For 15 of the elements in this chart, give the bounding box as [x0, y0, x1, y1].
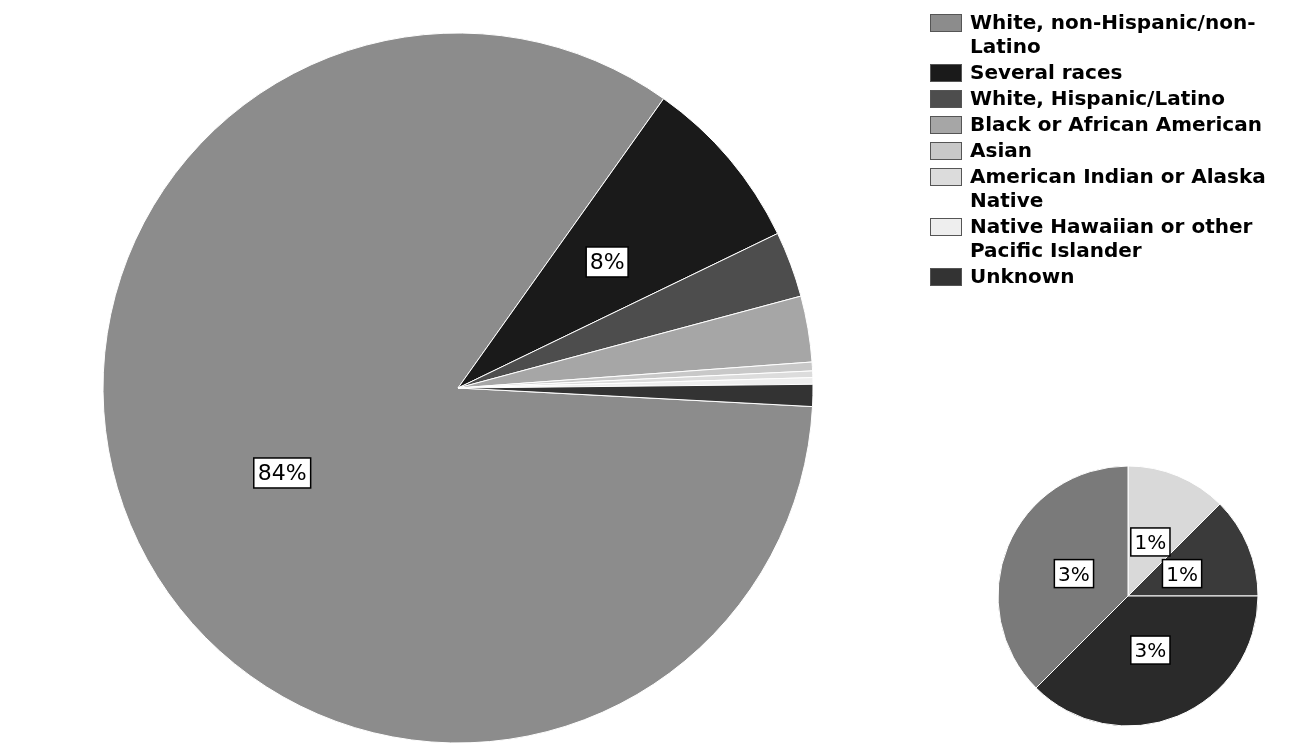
pie-slice	[102, 32, 814, 744]
data-label: 3%	[1058, 561, 1090, 586]
data-label: 3%	[1134, 638, 1167, 663]
legend-label: Native Hawaiian or other Pacific Islander	[970, 214, 1254, 262]
legend-label: Unknown	[970, 264, 1075, 288]
data-label: 8%	[589, 249, 625, 275]
data-label: 1%	[1134, 529, 1167, 554]
legend-label: White, non-Hispanic/non-Latino	[970, 10, 1257, 58]
legend-label: Asian	[970, 138, 1032, 162]
data-label: 84%	[257, 460, 307, 486]
data-label: 1%	[1166, 561, 1198, 586]
legend-label: Black or African American	[970, 112, 1262, 136]
legend-label: American Indian or Alaska Native	[970, 164, 1267, 212]
legend-label: Several races	[970, 60, 1123, 84]
legend-label: White, Hispanic/Latino	[970, 86, 1226, 110]
